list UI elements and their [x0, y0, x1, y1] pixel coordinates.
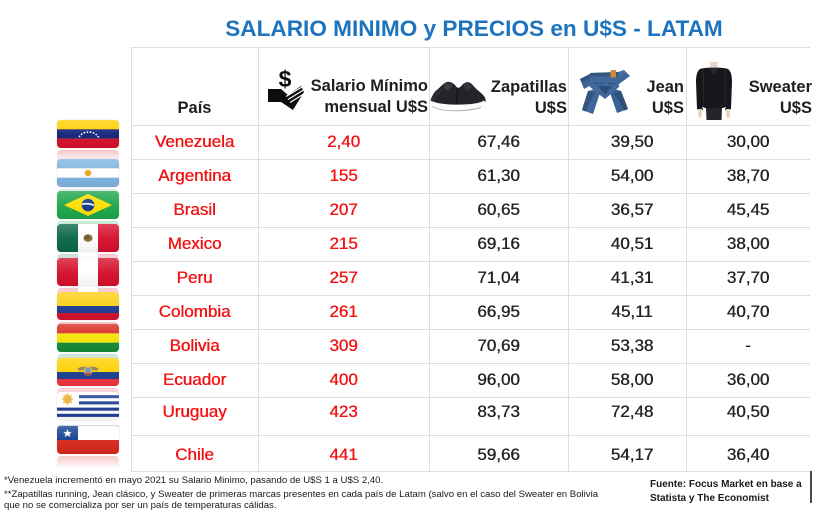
svg-text:$: $ — [279, 69, 292, 92]
